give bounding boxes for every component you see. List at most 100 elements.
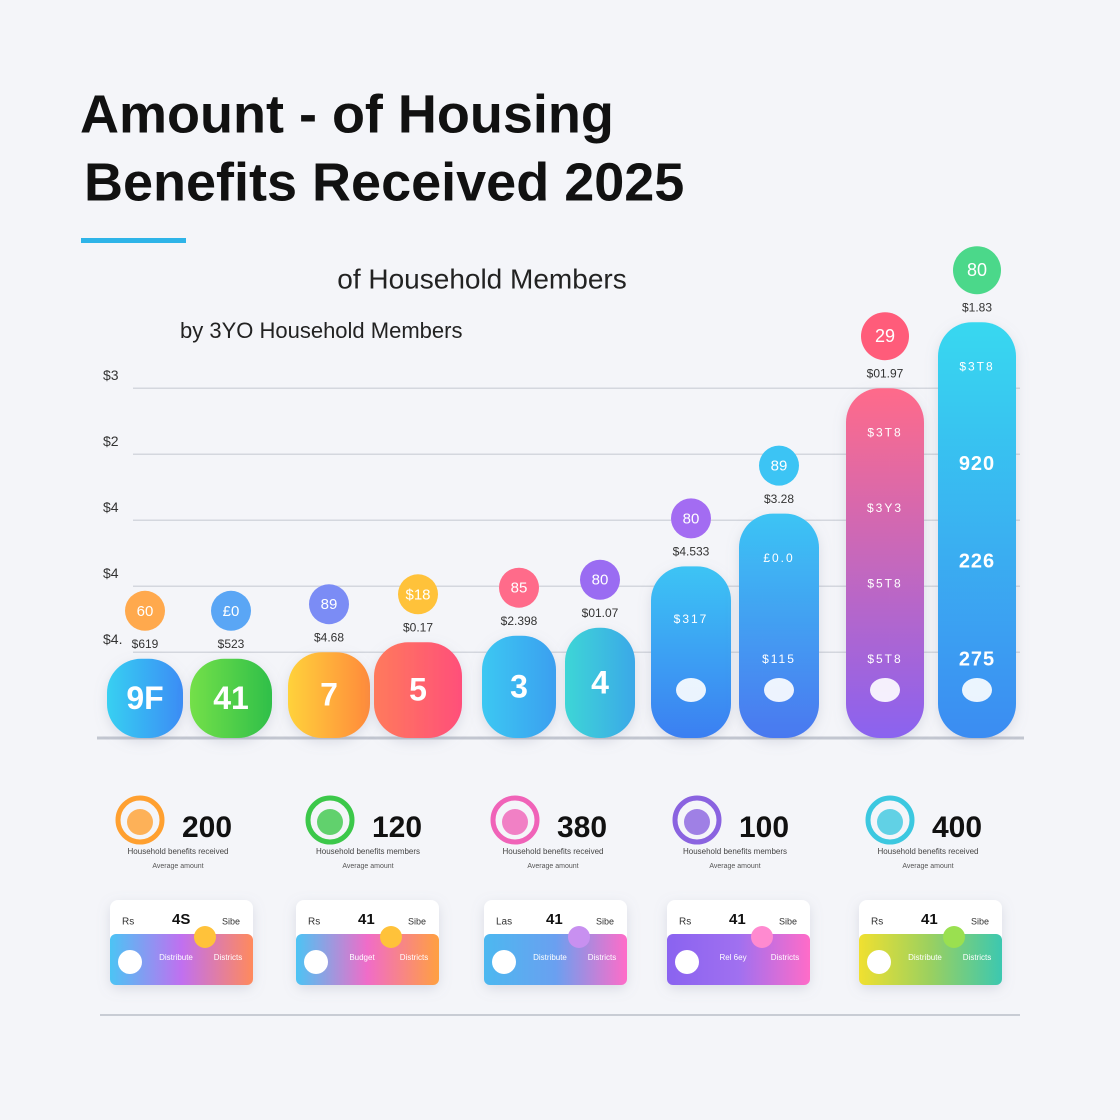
bar-inner-label: $3T8 [867, 425, 902, 439]
stat-icon-fill [127, 809, 153, 835]
card-value: 41 [546, 911, 563, 928]
bar-inner-label: $3T8 [959, 359, 994, 373]
stat-sub: Average amount [902, 863, 953, 870]
card-right: Sibe [779, 916, 797, 926]
bar-label: 3 [510, 668, 528, 704]
stat-sub: Average amount [709, 863, 760, 870]
card-value: 41 [358, 911, 375, 928]
card-value: 41 [729, 911, 746, 928]
bar [482, 635, 556, 738]
bubble-label: 80 [683, 510, 700, 527]
stat-icon-fill [877, 809, 903, 835]
stat-value: 380 [557, 811, 607, 844]
card-seg2: Districts [963, 953, 991, 962]
bar-label: 7 [320, 677, 338, 713]
card-knob [380, 926, 402, 948]
bar-icon [676, 678, 706, 702]
y-tick-label: $2 [103, 433, 119, 449]
stat-value: 100 [739, 811, 789, 844]
card-seg1: Distribute [159, 953, 193, 962]
price-label: $3.28 [764, 492, 794, 506]
bar [938, 322, 1016, 738]
card-right: Sibe [222, 916, 240, 926]
bubble [580, 559, 620, 600]
card-seg1: Budget [349, 953, 375, 962]
price-label: $1.83 [962, 300, 992, 314]
price-label: $2.398 [501, 614, 538, 628]
bubble [125, 590, 165, 631]
price-label: $4.533 [673, 545, 710, 559]
card-value: 4S [172, 911, 190, 928]
bar-label: 5 [409, 672, 427, 708]
stat-sub: Average amount [527, 863, 578, 870]
bar-icon [962, 678, 992, 702]
stat-icon-fill [317, 809, 343, 835]
card-left: Las [496, 917, 512, 928]
stat-value: 400 [932, 811, 982, 844]
stat-icon [672, 795, 722, 845]
price-label: $523 [218, 637, 245, 651]
bubble-label: 89 [321, 596, 338, 613]
bubble [211, 590, 251, 631]
bubble-label: 29 [875, 326, 895, 346]
card-left: Rs [308, 917, 320, 928]
card-icon [118, 950, 142, 974]
bubble-label: 85 [511, 580, 528, 597]
bar-inner-label: $5T8 [867, 652, 902, 666]
title-underline [81, 238, 186, 243]
stat-icon [865, 795, 915, 845]
card-right: Sibe [596, 916, 614, 926]
card-seg2: Districts [771, 953, 799, 962]
bar-inner-label: £0.0 [763, 551, 794, 565]
card-seg2: Districts [588, 953, 616, 962]
stat-icon [115, 795, 165, 845]
bar-inner-label: 226 [959, 551, 995, 573]
price-label: $619 [132, 637, 159, 651]
price-label: $0.17 [403, 620, 433, 634]
bar [190, 658, 272, 738]
bubble [861, 312, 909, 361]
price-label: $4.68 [314, 630, 344, 644]
stat-value: 120 [372, 811, 422, 844]
card-band [484, 934, 627, 985]
caption: by 3YO Household Members [180, 318, 462, 343]
bar-inner-label: $3Y3 [867, 501, 903, 515]
card-icon [675, 950, 699, 974]
bubble-label: $18 [405, 586, 430, 603]
card-right: Sibe [408, 916, 426, 926]
price-label: $01.07 [582, 606, 619, 620]
stat-sub: Average amount [342, 863, 393, 870]
bar-inner-label: $115 [762, 652, 796, 666]
bar-icon [764, 678, 794, 702]
bar [739, 513, 819, 738]
bar-inner-label: 920 [959, 453, 995, 475]
bubble-label: £0 [223, 603, 240, 620]
bubble [398, 574, 438, 615]
card-left: Rs [679, 917, 691, 928]
bar [565, 627, 635, 738]
card-right: Sibe [971, 916, 989, 926]
bubble-label: 80 [967, 260, 987, 280]
chart-title: Benefits Received 2025 [84, 152, 684, 212]
bubble-label: 80 [592, 572, 609, 589]
bar-inner-label: $317 [674, 612, 709, 626]
stat-icon [305, 795, 355, 845]
bubble [499, 567, 539, 608]
card-band [859, 934, 1002, 985]
bubble [309, 584, 349, 625]
card-left: Rs [122, 917, 134, 928]
bubble-label: 89 [771, 458, 788, 475]
card-icon [867, 950, 891, 974]
stat-value: 200 [182, 811, 232, 844]
stat-caption: Household benefits received [503, 847, 604, 856]
bar [107, 658, 183, 738]
card-knob [194, 926, 216, 948]
card-seg2: Districts [400, 953, 428, 962]
y-tick-label: $4 [103, 565, 119, 581]
bar [288, 652, 370, 738]
card-band [296, 934, 439, 985]
bubble-label: 60 [137, 603, 154, 620]
card-icon [492, 950, 516, 974]
bar-label: 4 [591, 664, 609, 700]
